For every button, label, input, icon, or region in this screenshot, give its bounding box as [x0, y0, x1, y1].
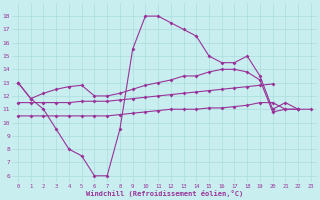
- X-axis label: Windchill (Refroidissement éolien,°C): Windchill (Refroidissement éolien,°C): [86, 190, 243, 197]
